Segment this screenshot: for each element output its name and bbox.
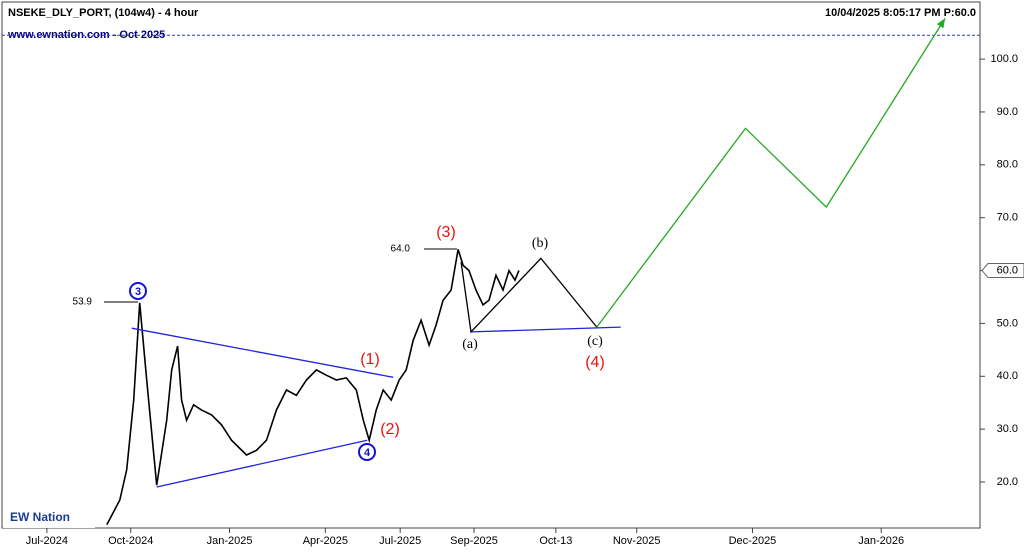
wave-circle-label: 3	[135, 286, 141, 298]
x-tick-label: Jan-2026	[858, 535, 904, 547]
y-tick-label: 40.0	[997, 370, 1018, 382]
last-price-label: 60.0	[997, 264, 1018, 276]
timestamp: 10/04/2025 8:05:17 PM P:60.0	[825, 7, 976, 19]
wave-label: (4)	[585, 354, 605, 371]
logo-box	[3, 508, 95, 528]
y-tick-label: 80.0	[997, 159, 1018, 171]
x-tick-label: Oct-13	[539, 535, 572, 547]
subtitle: www.ewnation.com - Oct 2025	[7, 29, 165, 41]
wave-line	[470, 326, 621, 333]
wave-label: (a)	[462, 337, 478, 352]
wave-line	[460, 257, 598, 334]
y-tick-label: 50.0	[997, 317, 1018, 329]
y-tick-label: 20.0	[997, 476, 1018, 488]
wave-line	[156, 439, 368, 488]
wave-circle	[129, 282, 147, 300]
wave-label: 64.0	[391, 244, 411, 255]
price-line	[106, 249, 520, 526]
last-price-marker	[981, 263, 1024, 279]
wave-label: (1)	[360, 351, 380, 368]
x-tick-label: Oct-2024	[108, 535, 153, 547]
x-tick-label: Dec-2025	[729, 535, 777, 547]
plot-frame	[1, 1, 981, 529]
x-tick-label: Nov-2025	[613, 535, 661, 547]
wave-label: (3)	[436, 224, 456, 241]
wave-line	[596, 18, 946, 328]
y-tick-label: 100.0	[990, 53, 1018, 65]
wave-line	[131, 327, 394, 378]
wave-label: (c)	[587, 334, 603, 349]
wave-label: (b)	[532, 236, 549, 251]
x-tick-label: Jul-2025	[379, 535, 421, 547]
y-tick-label: 70.0	[997, 212, 1018, 224]
x-tick-label: Jan-2025	[207, 535, 253, 547]
wave-circle	[358, 443, 376, 461]
x-tick-label: Jul-2024	[26, 535, 68, 547]
y-tick-label: 30.0	[997, 423, 1018, 435]
wave-circle-label: 4	[364, 447, 371, 459]
logo: EW Nation	[10, 510, 70, 524]
x-tick-label: Sep-2025	[450, 535, 498, 547]
wave-label: 53.9	[73, 297, 93, 308]
wave-label: (2)	[380, 421, 400, 438]
arrow-head	[936, 18, 946, 29]
chart-title: NSEKE_DLY_PORT, (104w4) - 4 hour	[8, 7, 199, 19]
x-tick-label: Apr-2025	[303, 535, 348, 547]
y-tick-label: 90.0	[997, 106, 1018, 118]
